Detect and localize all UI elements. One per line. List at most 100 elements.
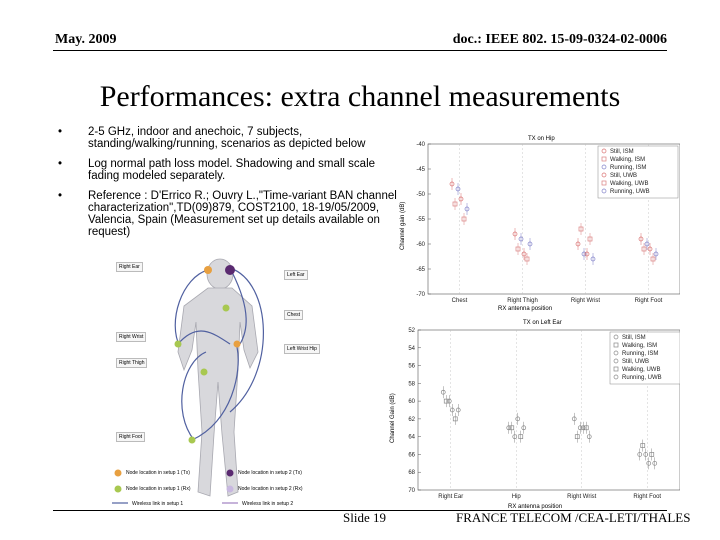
data-point <box>518 236 524 242</box>
data-point <box>449 407 455 413</box>
data-point <box>446 398 452 404</box>
data-point <box>646 460 652 466</box>
y-tick-label: -45 <box>416 167 425 173</box>
data-point <box>652 460 658 466</box>
data-point <box>571 416 577 422</box>
bullet-list: 2-5 GHz, indoor and anechoic, 7 subjects… <box>58 126 398 246</box>
y-tick-label: 56 <box>408 364 415 370</box>
node-rx-foot <box>188 436 196 444</box>
legend-box <box>609 331 680 385</box>
data-point <box>647 246 653 252</box>
chart-plot: 52 54 56 58 60 62 64 66 68 70 Right Ear Hip Right Wr… <box>408 328 680 500</box>
legend-marker <box>601 164 607 170</box>
y-tick-label: -65 <box>416 267 425 273</box>
x-tick-label: Right Thigh <box>507 298 538 304</box>
data-point <box>587 236 593 242</box>
y-tick-label: 70 <box>408 488 415 494</box>
data-point <box>455 186 461 192</box>
y-tick-label: 60 <box>408 399 415 405</box>
data-point <box>580 425 586 431</box>
legend-link-setup2: Wireless link in setup 2 <box>242 501 294 507</box>
y-tick-label: 66 <box>408 452 415 458</box>
data-point <box>452 201 458 207</box>
x-axis-label: RX antenna position <box>508 504 563 510</box>
chart-title: TX on Hip <box>528 136 555 142</box>
slide-number: Slide 19 <box>343 510 386 525</box>
legend-marker <box>601 188 607 194</box>
node-rx-chest <box>222 304 230 312</box>
legend-label: Running, UWB <box>622 375 662 381</box>
figure-legend-icons <box>112 469 238 504</box>
chart-tx-hip: TX on Hip Channel gain (dB) RX antenna p… <box>398 130 680 312</box>
data-point <box>464 206 470 212</box>
data-point <box>643 452 649 457</box>
y-tick-label: 62 <box>408 417 415 423</box>
data-point <box>577 425 583 431</box>
y-tick-label: 54 <box>408 346 415 352</box>
data-point <box>644 241 650 247</box>
y-tick-label: -70 <box>416 292 425 298</box>
x-tick-label: Hip <box>512 494 522 500</box>
legend-label: Still, ISM <box>622 335 646 341</box>
data-point <box>574 434 580 440</box>
data-point <box>650 256 656 262</box>
data-point <box>452 416 458 422</box>
legend-marker <box>613 350 619 356</box>
legend-label: Still, ISM <box>610 149 634 155</box>
data-point <box>521 251 527 257</box>
body-setup-figure: Right Ear Left Ear Chest Right Wrist Lef… <box>112 252 320 514</box>
data-point <box>586 434 592 440</box>
data-point <box>637 452 643 457</box>
data-point <box>455 407 461 413</box>
y-tick-label: -40 <box>416 142 425 148</box>
node-tx-setup1 <box>204 266 212 274</box>
legend-label: Running, UWB <box>610 189 650 195</box>
legend-marker <box>613 358 619 364</box>
label-left-wrist-hip: Left Wrist Hip <box>284 344 320 354</box>
legend-marker <box>613 366 619 372</box>
header-doc-id: doc.: IEEE 802. 15-09-0324-02-0006 <box>452 32 667 47</box>
legend-label: Walking, UWB <box>610 181 648 187</box>
legend-tx-setup1: Node location in setup 1 (Tx) <box>126 470 190 476</box>
legend-label: Still, UWB <box>622 359 649 365</box>
legend-marker <box>601 156 607 162</box>
header-date: May. 2009 <box>55 32 117 47</box>
data-point <box>458 196 464 202</box>
data-point <box>583 425 589 431</box>
data-point <box>461 216 467 222</box>
y-tick-label: -55 <box>416 217 425 223</box>
bullet-item: 2-5 GHz, indoor and anechoic, 7 subjects… <box>58 126 398 150</box>
data-point <box>527 241 533 247</box>
label-left-ear: Left Ear <box>284 270 308 280</box>
data-point <box>581 251 587 257</box>
data-point <box>584 251 590 257</box>
legend-label: Running, ISM <box>610 165 646 171</box>
data-point <box>640 443 646 448</box>
bullet-item: Log normal path loss model. Shadowing an… <box>58 158 398 182</box>
data-point <box>641 246 647 252</box>
legend-marker <box>601 180 607 186</box>
x-tick-label: Chest <box>452 298 468 304</box>
legend-rx-setup2: Node location in setup 2 (Rx) <box>238 486 303 492</box>
body-illustration <box>112 258 264 504</box>
chart-tx-left-ear: TX on Left Ear Channel Gain (dB) RX ante… <box>388 318 680 514</box>
data-point <box>443 398 449 404</box>
data-point <box>638 236 644 242</box>
header-rule <box>53 50 667 51</box>
data-point <box>515 416 521 422</box>
data-point <box>506 425 512 431</box>
label-right-wrist: Right Wrist <box>116 332 147 342</box>
legend-label: Walking, ISM <box>622 343 657 349</box>
data-point <box>512 434 518 440</box>
footer-organization: FRANCE TELECOM /CEA-LETI/THALES <box>456 510 691 525</box>
slide-title: Performances: extra channel measurements <box>99 80 621 113</box>
legend-label: Walking, ISM <box>610 157 645 163</box>
node-hip <box>233 340 241 348</box>
label-right-thigh: Right Thigh <box>116 358 148 368</box>
footer-rule <box>53 510 667 511</box>
data-point <box>578 226 584 232</box>
legend-marker <box>613 374 619 380</box>
data-point <box>518 434 524 440</box>
x-tick-label: Right Wrist <box>567 494 597 500</box>
chart-plot: -40 -45 -50 -55 -60 -65 -70 Chest Right Thigh Rig… <box>416 142 680 304</box>
